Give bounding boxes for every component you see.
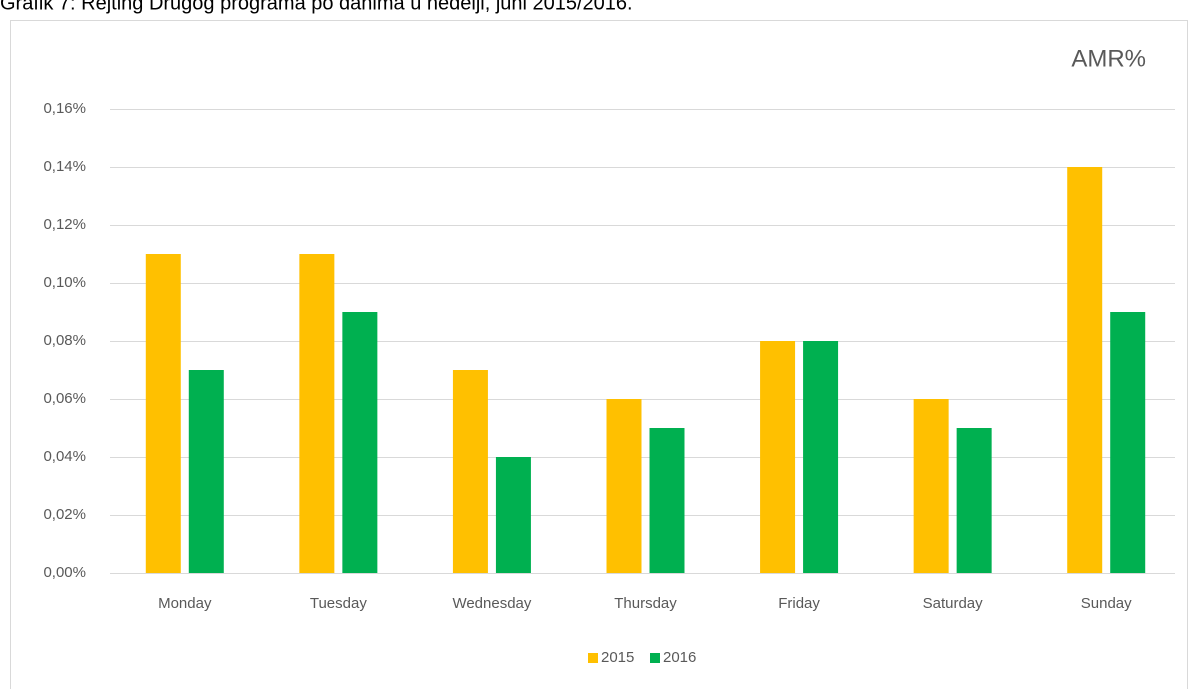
bar	[649, 428, 685, 573]
bar	[299, 254, 335, 573]
y-tick-label: 0,12%	[43, 216, 86, 233]
chart-frame	[10, 20, 1188, 689]
x-tick-label: Tuesday	[310, 595, 367, 612]
x-tick-label: Sunday	[1081, 595, 1132, 612]
bar	[1067, 167, 1103, 573]
caption: Grafik 7: Rejting Drugog programa po dan…	[0, 0, 633, 14]
x-tick-label: Monday	[158, 595, 212, 612]
y-tick-label: 0,10%	[43, 274, 86, 291]
x-tick-label: Saturday	[923, 595, 984, 612]
y-tick-label: 0,06%	[43, 390, 86, 407]
chart-title: AMR%	[1071, 45, 1146, 72]
legend-label: 2016	[663, 649, 696, 666]
bar	[1110, 312, 1146, 573]
x-tick-label: Friday	[778, 595, 820, 612]
legend-swatch	[650, 653, 660, 663]
legend-swatch	[588, 653, 598, 663]
legend-label: 2015	[601, 649, 634, 666]
bar	[188, 370, 224, 573]
x-tick-label: Wednesday	[452, 595, 531, 612]
y-tick-label: 0,02%	[43, 506, 86, 523]
bar	[606, 399, 642, 573]
x-tick-label: Thursday	[614, 595, 677, 612]
bar	[803, 341, 839, 573]
y-tick-label: 0,00%	[43, 564, 86, 581]
bar	[913, 399, 949, 573]
bar	[760, 341, 796, 573]
y-tick-label: 0,08%	[43, 332, 86, 349]
bar	[495, 457, 531, 573]
bar	[145, 254, 181, 573]
bar	[452, 370, 488, 573]
bar	[342, 312, 378, 573]
y-tick-label: 0,14%	[43, 158, 86, 175]
bar	[956, 428, 992, 573]
y-tick-label: 0,04%	[43, 448, 86, 465]
y-tick-label: 0,16%	[43, 100, 86, 117]
